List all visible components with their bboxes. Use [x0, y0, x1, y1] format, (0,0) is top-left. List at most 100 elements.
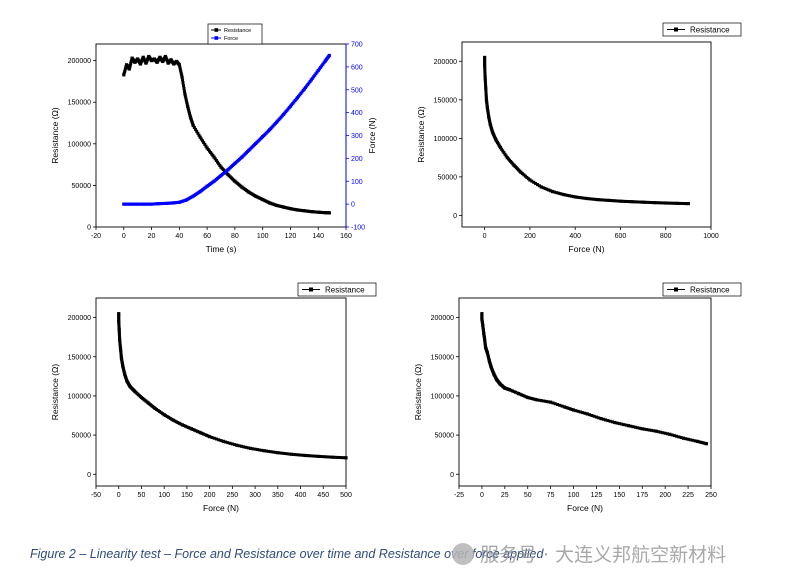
- data-point-fill: [649, 200, 653, 204]
- data-point-fill: [292, 452, 296, 456]
- data-point-fill: [484, 82, 488, 86]
- data-point-fill: [124, 66, 128, 70]
- data-point-fill: [571, 195, 575, 199]
- data-point-fill: [649, 428, 653, 432]
- data-point-fill: [173, 419, 177, 423]
- data-point-fill: [583, 196, 587, 200]
- y-tick-label: 200000: [68, 315, 91, 322]
- data-point-fill: [328, 455, 332, 459]
- data-point-fill: [527, 396, 531, 400]
- data-point-fill: [203, 142, 207, 146]
- data-point: [162, 413, 166, 417]
- data-point-fill: [564, 405, 568, 409]
- data-point-fill: [633, 425, 637, 429]
- data-point-fill: [230, 442, 234, 446]
- data-point-fill: [224, 440, 228, 444]
- data-point-fill: [484, 84, 488, 88]
- y2-tick-label: 500: [351, 87, 363, 94]
- x-tick-label: 1000: [703, 233, 719, 240]
- data-point-fill: [267, 449, 271, 453]
- x-tick-label: 0: [480, 492, 484, 499]
- data-point-fill: [158, 410, 162, 414]
- data-point-fill: [672, 434, 676, 438]
- y-tick-label: 100000: [68, 141, 91, 148]
- data-point-fill: [183, 424, 187, 428]
- data-point-fill: [192, 125, 196, 129]
- data-point: [117, 327, 121, 331]
- data-point-fill: [296, 453, 300, 457]
- data-point-fill: [523, 174, 527, 178]
- plot-frame: [95, 297, 347, 487]
- x-tick-label: 350: [272, 492, 284, 499]
- x-tick-label: -50: [91, 492, 101, 499]
- data-point: [344, 456, 348, 460]
- data-point-fill: [118, 342, 122, 346]
- data-point: [585, 412, 589, 416]
- x-tick-label: 0: [483, 233, 487, 240]
- x-tick-label: 200: [524, 233, 536, 240]
- data-point-fill: [552, 190, 556, 194]
- data-point-fill: [622, 199, 626, 203]
- data-point-fill: [638, 426, 642, 430]
- data-point-fill: [167, 415, 171, 419]
- data-point-fill: [681, 201, 685, 205]
- data-point-fill: [199, 137, 203, 141]
- data-point: [562, 193, 566, 197]
- data-point-fill: [216, 160, 220, 164]
- data-point-fill: [543, 186, 547, 190]
- data-point-fill: [542, 399, 546, 403]
- x-axis-label: Time (s): [206, 244, 237, 254]
- y-tick-label: 0: [450, 472, 454, 479]
- chart-1: -20 0 20 40 60 80 100 120 140 1600500001000001500…: [50, 23, 377, 254]
- data-point-fill: [159, 411, 163, 415]
- data-point-fill: [233, 443, 237, 447]
- x-tick-label: 800: [660, 233, 672, 240]
- data-point-fill: [242, 445, 246, 449]
- series-force: [122, 53, 331, 206]
- data-point: [118, 337, 122, 342]
- data-point: [607, 198, 611, 203]
- data-point: [122, 73, 126, 77]
- x-tick-label: 250: [705, 492, 717, 499]
- data-point: [235, 443, 239, 447]
- data-point: [640, 427, 644, 431]
- data-point-fill: [324, 455, 328, 459]
- data-point-fill: [310, 76, 314, 80]
- data-point-fill: [666, 201, 670, 205]
- data-point-fill: [313, 73, 317, 77]
- data-point-fill: [168, 416, 172, 420]
- data-point-fill: [594, 415, 598, 419]
- data-point-fill: [578, 410, 582, 414]
- data-point-fill: [483, 79, 487, 83]
- data-point-fill: [502, 151, 506, 155]
- data-point-fill: [186, 106, 190, 110]
- x-tick-label: 50: [138, 492, 146, 499]
- data-point-fill: [688, 438, 692, 442]
- data-point: [549, 400, 553, 404]
- data-point-fill: [545, 187, 549, 191]
- data-point-fill: [156, 409, 160, 413]
- data-point-fill: [608, 419, 612, 423]
- data-point-fill: [486, 110, 490, 114]
- data-point-fill: [310, 454, 314, 458]
- data-point-fill: [271, 450, 275, 454]
- data-point-fill: [197, 133, 201, 137]
- data-point-fill: [660, 201, 664, 205]
- data-point-fill: [558, 403, 562, 407]
- data-point-fill: [319, 65, 323, 69]
- x-tick-label: 0: [117, 492, 121, 499]
- data-point-fill: [603, 198, 607, 202]
- data-point-fill: [264, 449, 268, 453]
- data-point-fill: [577, 195, 581, 199]
- data-point-fill: [631, 425, 635, 429]
- y-axis-label: Resistance (Ω): [50, 364, 60, 421]
- x-tick-label: 250: [227, 492, 239, 499]
- y2-tick-label: 0: [351, 202, 355, 209]
- y-tick-label: 0: [453, 213, 457, 220]
- chart-4: -25 0 25 50 75 100 125 150 175 200 225 250 0 50000 100…: [413, 282, 742, 513]
- data-point-fill: [203, 433, 207, 437]
- data-point-fill: [525, 175, 529, 179]
- data-point-fill: [679, 201, 683, 205]
- data-point: [526, 395, 530, 400]
- data-point-fill: [620, 199, 624, 203]
